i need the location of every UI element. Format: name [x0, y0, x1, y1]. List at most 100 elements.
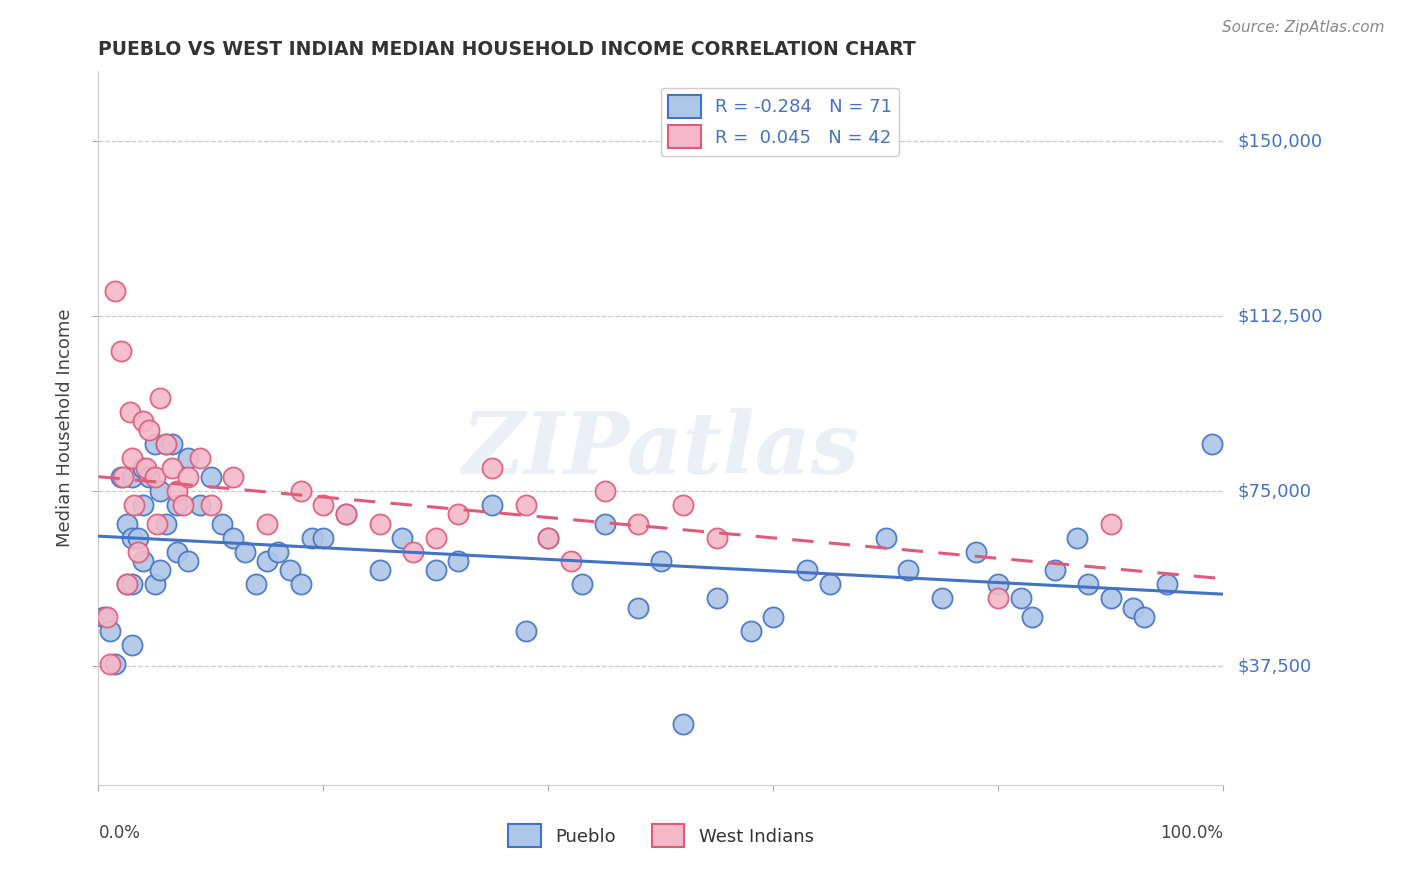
Point [312, 531, 335, 545]
Point [796, 563, 818, 577]
Point [121, 577, 143, 591]
Point [402, 545, 425, 559]
Point [335, 508, 357, 522]
Point [650, 554, 672, 568]
Point [425, 531, 447, 545]
Point [515, 498, 537, 512]
Point [1122, 600, 1144, 615]
Point [155, 437, 177, 451]
Point [1133, 610, 1156, 624]
Point [897, 563, 920, 577]
Point [115, 577, 138, 591]
Point [132, 460, 155, 475]
Point [481, 498, 503, 512]
Point [172, 498, 194, 512]
Point [233, 545, 256, 559]
Point [245, 577, 267, 591]
Point [425, 563, 447, 577]
Point [672, 498, 695, 512]
Point [121, 470, 143, 484]
Point [222, 470, 245, 484]
Text: $112,500: $112,500 [1237, 307, 1323, 326]
Point [762, 610, 785, 624]
Text: $75,000: $75,000 [1237, 482, 1312, 500]
Point [987, 577, 1010, 591]
Point [143, 437, 166, 451]
Point [481, 460, 503, 475]
Point [537, 531, 560, 545]
Point [740, 624, 762, 638]
Point [818, 577, 841, 591]
Point [965, 545, 987, 559]
Point [560, 554, 582, 568]
Point [110, 470, 132, 484]
Point [110, 344, 132, 359]
Text: ZIPatlas: ZIPatlas [461, 408, 860, 491]
Point [278, 563, 301, 577]
Point [143, 470, 166, 484]
Point [177, 470, 200, 484]
Point [200, 498, 222, 512]
Point [132, 414, 155, 428]
Point [200, 470, 222, 484]
Point [98, 624, 121, 638]
Point [132, 554, 155, 568]
Point [135, 460, 157, 475]
Point [160, 460, 183, 475]
Point [211, 516, 233, 531]
Point [447, 554, 470, 568]
Point [166, 545, 188, 559]
Point [222, 531, 245, 545]
Point [875, 531, 897, 545]
Point [127, 531, 149, 545]
Point [571, 577, 593, 591]
Point [290, 577, 312, 591]
Point [256, 554, 278, 568]
Point [627, 600, 650, 615]
Point [132, 498, 155, 512]
Point [368, 516, 391, 531]
Point [672, 717, 695, 731]
Point [706, 591, 728, 606]
Y-axis label: Median Household Income: Median Household Income [56, 309, 75, 548]
Point [391, 531, 413, 545]
Point [627, 516, 650, 531]
Point [160, 437, 183, 451]
Point [121, 638, 143, 652]
Point [447, 508, 470, 522]
Point [1066, 531, 1088, 545]
Point [166, 484, 188, 499]
Point [146, 516, 169, 531]
Point [593, 516, 616, 531]
Point [124, 498, 146, 512]
Text: Source: ZipAtlas.com: Source: ZipAtlas.com [1222, 20, 1385, 35]
Point [149, 484, 172, 499]
Point [143, 577, 166, 591]
Text: 0.0%: 0.0% [98, 824, 141, 842]
Point [1077, 577, 1099, 591]
Point [267, 545, 290, 559]
Text: $150,000: $150,000 [1237, 132, 1322, 151]
Point [96, 610, 118, 624]
Point [98, 657, 121, 671]
Point [93, 610, 115, 624]
Point [188, 498, 211, 512]
Point [112, 470, 135, 484]
Point [118, 405, 141, 419]
Point [149, 563, 172, 577]
Point [177, 554, 200, 568]
Point [104, 657, 127, 671]
Point [138, 424, 160, 438]
Point [149, 391, 172, 405]
Point [706, 531, 728, 545]
Point [312, 498, 335, 512]
Point [115, 516, 138, 531]
Point [335, 508, 357, 522]
Point [515, 624, 537, 638]
Point [537, 531, 560, 545]
Point [155, 516, 177, 531]
Point [115, 577, 138, 591]
Point [256, 516, 278, 531]
Point [987, 591, 1010, 606]
Point [1043, 563, 1066, 577]
